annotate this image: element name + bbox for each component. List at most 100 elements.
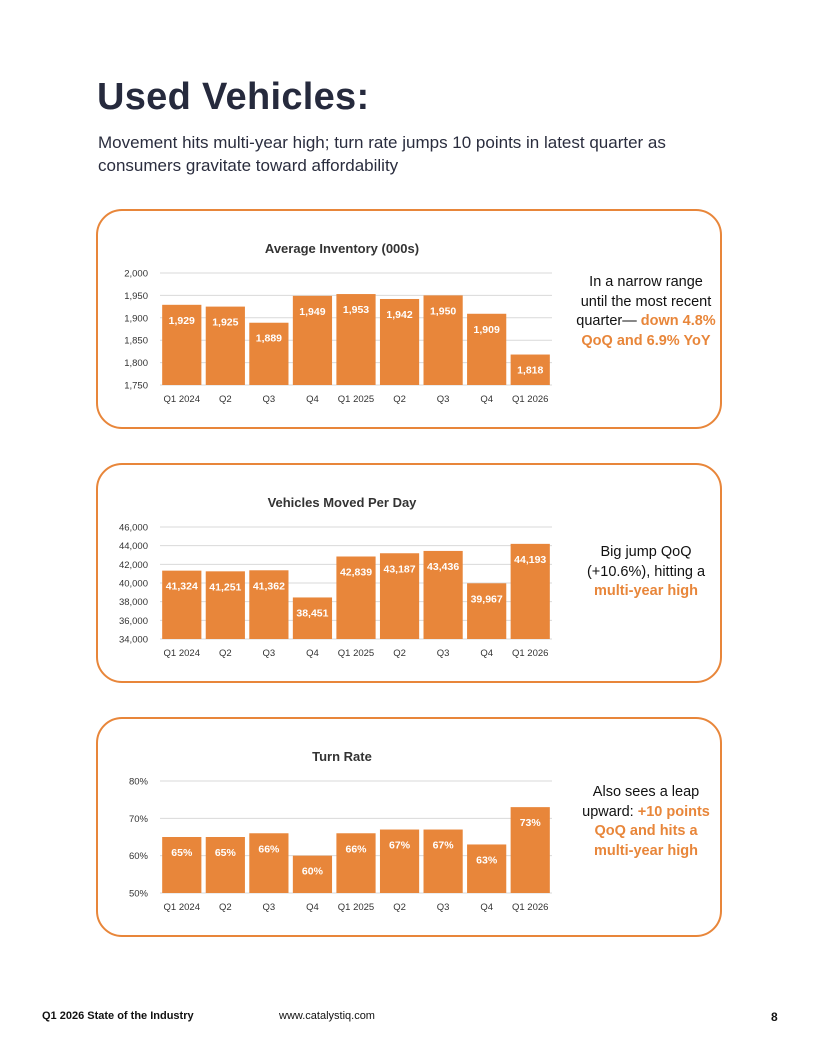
y-tick-label: 1,800 bbox=[124, 358, 148, 369]
x-tick-label: Q3 bbox=[437, 648, 450, 659]
x-tick-label: Q4 bbox=[480, 648, 493, 659]
bar-data-label: 39,967 bbox=[471, 593, 503, 605]
x-tick-label: Q1 2024 bbox=[164, 394, 200, 405]
bar-data-label: 63% bbox=[476, 854, 498, 866]
bar bbox=[467, 313, 507, 385]
moved-note-text: Big jump QoQ (+10.6%), hitting a bbox=[586, 544, 706, 580]
bar-data-label: 41,324 bbox=[166, 581, 198, 593]
bar-data-label: 1,889 bbox=[256, 333, 282, 345]
y-tick-label: 70% bbox=[129, 814, 149, 825]
bar bbox=[249, 833, 289, 893]
x-tick-label: Q4 bbox=[480, 394, 493, 405]
bar-data-label: 73% bbox=[520, 817, 542, 829]
bar-data-label: 1,942 bbox=[386, 309, 412, 321]
inventory-chart: Average Inventory (000s) 1,750 1,800 1,850 1… bbox=[124, 241, 552, 405]
bar bbox=[379, 298, 420, 385]
footer-website[interactable]: www.catalystiq.com bbox=[279, 1010, 375, 1022]
bar bbox=[162, 304, 202, 385]
x-tick-label: Q3 bbox=[263, 902, 276, 913]
inventory-panel: Average Inventory (000s) 1,750 1,800 1,850 1… bbox=[96, 209, 722, 429]
x-tick-label: Q4 bbox=[480, 902, 493, 913]
moved-panel: Vehicles Moved Per Day 34,000 36,000 38,000… bbox=[96, 463, 722, 683]
x-tick-label: Q2 bbox=[393, 902, 406, 913]
bar bbox=[379, 829, 420, 893]
x-tick-label: Q4 bbox=[306, 648, 319, 659]
bar-data-label: 41,251 bbox=[209, 581, 241, 593]
bar bbox=[162, 570, 202, 639]
page-title: Used Vehicles: bbox=[97, 76, 370, 118]
y-tick-label: 80% bbox=[129, 777, 149, 788]
bar bbox=[205, 306, 245, 385]
moved-chart: Vehicles Moved Per Day 34,000 36,000 38,000… bbox=[119, 495, 552, 659]
y-tick-label: 34,000 bbox=[119, 635, 148, 646]
bar-data-label: 60% bbox=[302, 866, 324, 878]
bar bbox=[292, 597, 333, 639]
bar-data-label: 1,909 bbox=[474, 324, 500, 336]
bar-data-label: 1,950 bbox=[430, 305, 456, 317]
bar-data-label: 67% bbox=[433, 840, 455, 852]
x-tick-label: Q2 bbox=[393, 648, 406, 659]
bar bbox=[205, 571, 245, 639]
turn-note-highlight: +10 points QoQ and hits a multi-year hig… bbox=[594, 803, 710, 859]
inventory-note: In a narrow range until the most recent … bbox=[576, 273, 716, 351]
bar bbox=[162, 837, 202, 893]
bar bbox=[292, 855, 333, 893]
moved-note-highlight: multi-year high bbox=[594, 583, 698, 599]
y-tick-label: 1,750 bbox=[124, 381, 148, 392]
x-tick-label: Q4 bbox=[306, 902, 319, 913]
x-tick-label: Q3 bbox=[437, 394, 450, 405]
x-tick-label: Q1 2025 bbox=[338, 648, 374, 659]
bar bbox=[336, 556, 376, 639]
moved-note: Big jump QoQ (+10.6%), hitting a multi-y… bbox=[576, 543, 716, 602]
inventory-note-text: In a narrow range until the most recent … bbox=[576, 274, 712, 329]
bar bbox=[249, 570, 289, 639]
x-tick-label: Q1 2024 bbox=[164, 902, 200, 913]
y-tick-label: 36,000 bbox=[119, 616, 148, 627]
inventory-note-highlight: down 4.8% QoQ and 6.9% YoY bbox=[581, 313, 716, 349]
bar-data-label: 44,193 bbox=[514, 554, 546, 566]
y-tick-label: 1,900 bbox=[124, 313, 148, 324]
turn-note-text: Also sees a leap upward: bbox=[582, 784, 700, 820]
y-tick-label: 46,000 bbox=[119, 523, 148, 534]
y-tick-label: 1,950 bbox=[124, 291, 148, 302]
x-tick-label: Q1 2024 bbox=[164, 648, 200, 659]
bar-data-label: 38,451 bbox=[296, 607, 328, 619]
x-tick-label: Q3 bbox=[437, 902, 450, 913]
bar-data-label: 1,929 bbox=[169, 315, 195, 327]
bar bbox=[423, 295, 463, 385]
bar-data-label: 67% bbox=[389, 840, 411, 852]
bar bbox=[423, 550, 463, 639]
x-tick-label: Q2 bbox=[393, 394, 406, 405]
bar-data-label: 65% bbox=[171, 847, 193, 859]
bar bbox=[249, 322, 289, 385]
page-number: 8 bbox=[771, 1010, 778, 1024]
bar bbox=[379, 553, 420, 639]
x-tick-label: Q2 bbox=[219, 902, 232, 913]
bar-data-label: 66% bbox=[258, 843, 280, 855]
y-tick-label: 1,850 bbox=[124, 336, 148, 347]
bar-data-label: 66% bbox=[345, 843, 367, 855]
page-subtitle: Movement hits multi-year high; turn rate… bbox=[98, 133, 666, 175]
bar bbox=[510, 354, 550, 385]
x-tick-label: Q3 bbox=[263, 648, 276, 659]
y-tick-label: 50% bbox=[129, 889, 149, 900]
y-tick-label: 2,000 bbox=[124, 269, 148, 280]
chart-title: Turn Rate bbox=[312, 749, 372, 764]
bar-data-label: 1,949 bbox=[299, 306, 325, 318]
x-tick-label: Q4 bbox=[306, 394, 319, 405]
bar-data-label: 1,818 bbox=[517, 365, 543, 377]
y-tick-label: 42,000 bbox=[119, 560, 148, 571]
x-tick-label: Q1 2025 bbox=[338, 394, 374, 405]
bar bbox=[336, 833, 376, 893]
bar-data-label: 1,925 bbox=[212, 317, 238, 329]
chart-title: Vehicles Moved Per Day bbox=[268, 495, 418, 510]
turn-panel: Turn Rate 50% 60% 70% 80% 65% Q1 2024 65% Q2 66% Q… bbox=[96, 717, 722, 937]
x-tick-label: Q2 bbox=[219, 394, 232, 405]
bar-data-label: 43,187 bbox=[383, 563, 415, 575]
bar-data-label: 1,953 bbox=[343, 304, 369, 316]
bar bbox=[467, 583, 507, 639]
bar bbox=[510, 543, 550, 639]
x-tick-label: Q1 2025 bbox=[338, 902, 374, 913]
y-tick-label: 60% bbox=[129, 851, 149, 862]
y-tick-label: 38,000 bbox=[119, 597, 148, 608]
